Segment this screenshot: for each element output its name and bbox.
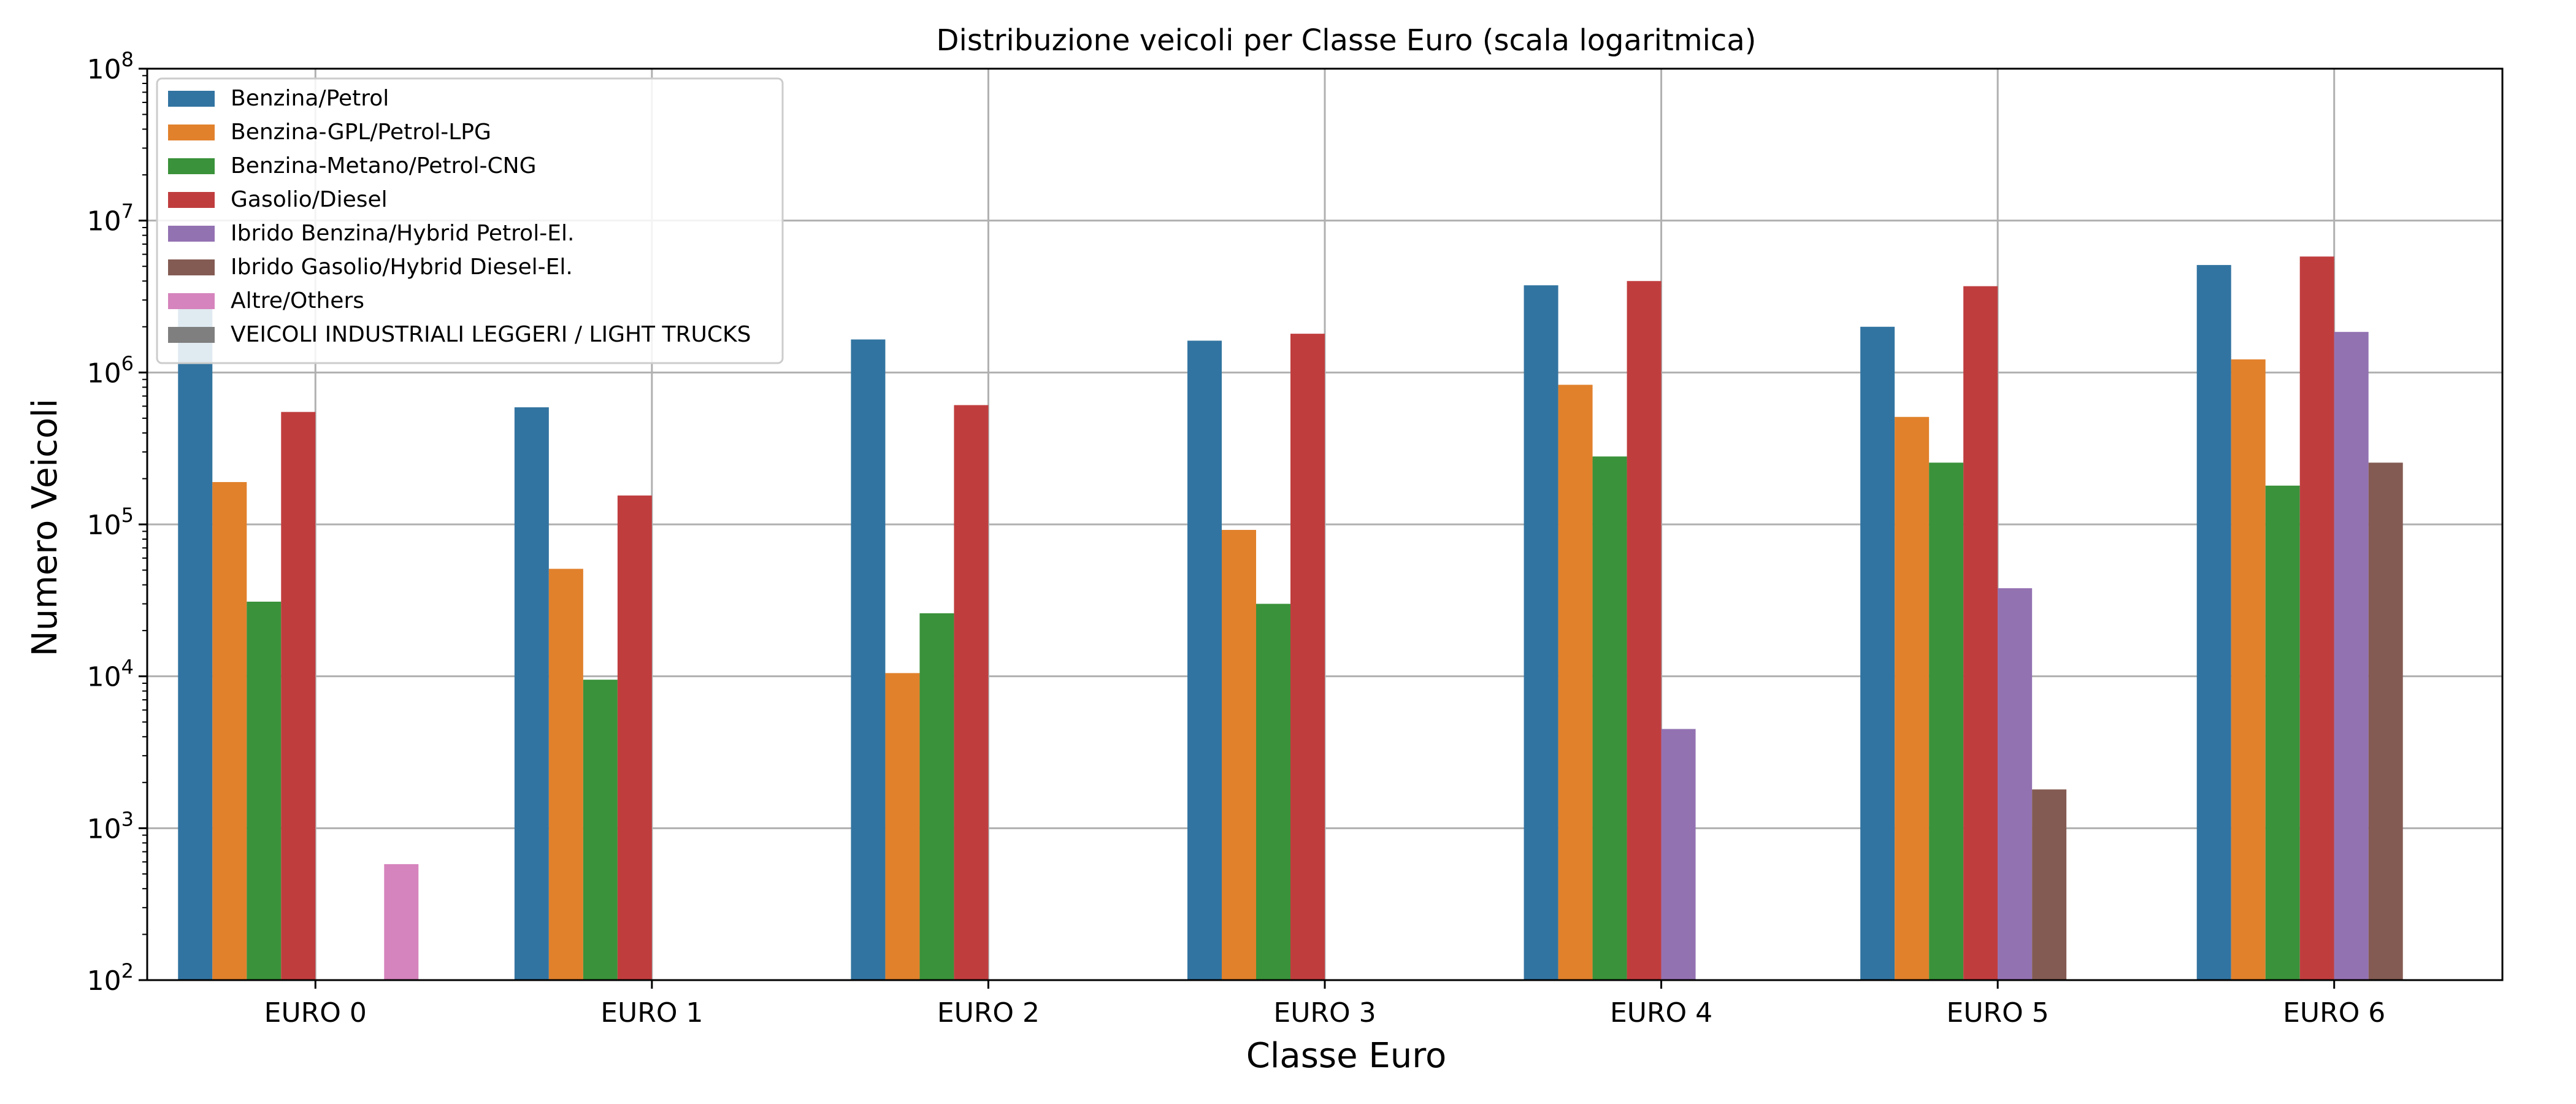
bar: [2196, 265, 2231, 980]
legend-swatch: [168, 125, 215, 140]
bar: [212, 481, 247, 980]
x-axis-label: Classe Euro: [1246, 1036, 1447, 1076]
y-axis-label: Numero Veicoli: [25, 399, 65, 656]
legend-label: Gasolio/Diesel: [231, 187, 388, 212]
bar: [1222, 529, 1256, 980]
plot-frame: [146, 67, 2504, 981]
bar: [1661, 729, 1696, 980]
legend-swatch: [168, 293, 215, 309]
legend-label: Benzina/Petrol: [231, 86, 389, 111]
axes-layer: 102 103 104 105 106 107 108 EURO 0 EURO 1 EURO 2 E…: [87, 48, 2504, 1029]
x-tick-label: EURO 0: [264, 997, 367, 1029]
bar: [2032, 789, 2067, 980]
bar: [954, 405, 989, 980]
y-tick-label: 108: [87, 48, 134, 85]
legend-swatch: [168, 327, 215, 343]
bar: [885, 673, 920, 980]
x-tick-label: EURO 1: [600, 997, 703, 1029]
bar: [1895, 416, 1930, 980]
bar: [178, 307, 213, 980]
legend-label: Benzina-GPL/Petrol-LPG: [231, 120, 491, 145]
bar: [2368, 462, 2403, 980]
chart-title: Distribuzione veicoli per Classe Euro (s…: [937, 23, 1757, 58]
bar: [1963, 286, 1998, 981]
bar: [2299, 256, 2334, 980]
legend-box: [156, 77, 784, 364]
bar: [583, 680, 618, 980]
bar: [247, 601, 282, 980]
y-tick-label: 102: [87, 959, 134, 997]
legend-label: Ibrido Benzina/Hybrid Petrol-El.: [231, 221, 574, 246]
bar: [617, 495, 652, 980]
bar: [281, 412, 316, 980]
legend-swatch: [168, 192, 215, 208]
x-tick-label: EURO 3: [1273, 997, 1376, 1029]
bar: [1627, 281, 1662, 980]
bar: [919, 613, 954, 980]
legend-swatch: [168, 158, 215, 174]
bar: [514, 407, 549, 980]
bar: [548, 569, 583, 980]
bar: [1592, 456, 1627, 980]
x-tick-label: EURO 4: [1610, 997, 1712, 1029]
y-tick-label: 106: [87, 351, 134, 389]
bar: [1187, 340, 1222, 981]
bar: [2334, 332, 2369, 980]
x-tick-label: EURO 2: [937, 997, 1040, 1029]
bar: [2265, 485, 2300, 980]
y-tick-label: 103: [87, 807, 134, 845]
y-tick-label: 105: [87, 504, 134, 541]
bar: [1524, 285, 1558, 980]
bar: [1558, 385, 1593, 980]
y-tick-label: 104: [87, 656, 134, 693]
bar: [1860, 326, 1895, 980]
bar: [1929, 462, 1964, 980]
x-tick-label: EURO 5: [1947, 997, 2049, 1029]
legend-swatch: [168, 259, 215, 275]
legend-label: Ibrido Gasolio/Hybrid Diesel-El.: [231, 255, 573, 280]
bar: [851, 339, 886, 981]
legend-swatch: [168, 226, 215, 242]
bar: [2231, 359, 2266, 980]
bars-layer: [178, 256, 2403, 981]
legend-label: Benzina-Metano/Petrol-CNG: [231, 153, 536, 178]
legend-swatch: [168, 91, 215, 107]
y-tick-label: 107: [87, 200, 134, 237]
x-tick-label: EURO 6: [2283, 997, 2385, 1029]
legend-label: Altre/Others: [231, 288, 364, 313]
bar: [1290, 334, 1325, 980]
bar: [1998, 588, 2033, 980]
bar: [384, 864, 419, 980]
legend: Benzina/Petrol Benzina-GPL/Petrol-LPG Benz…: [156, 77, 784, 364]
bar: [1256, 604, 1290, 980]
legend-label: VEICOLI INDUSTRIALI LEGGERI / LIGHT TRUC…: [231, 322, 751, 347]
